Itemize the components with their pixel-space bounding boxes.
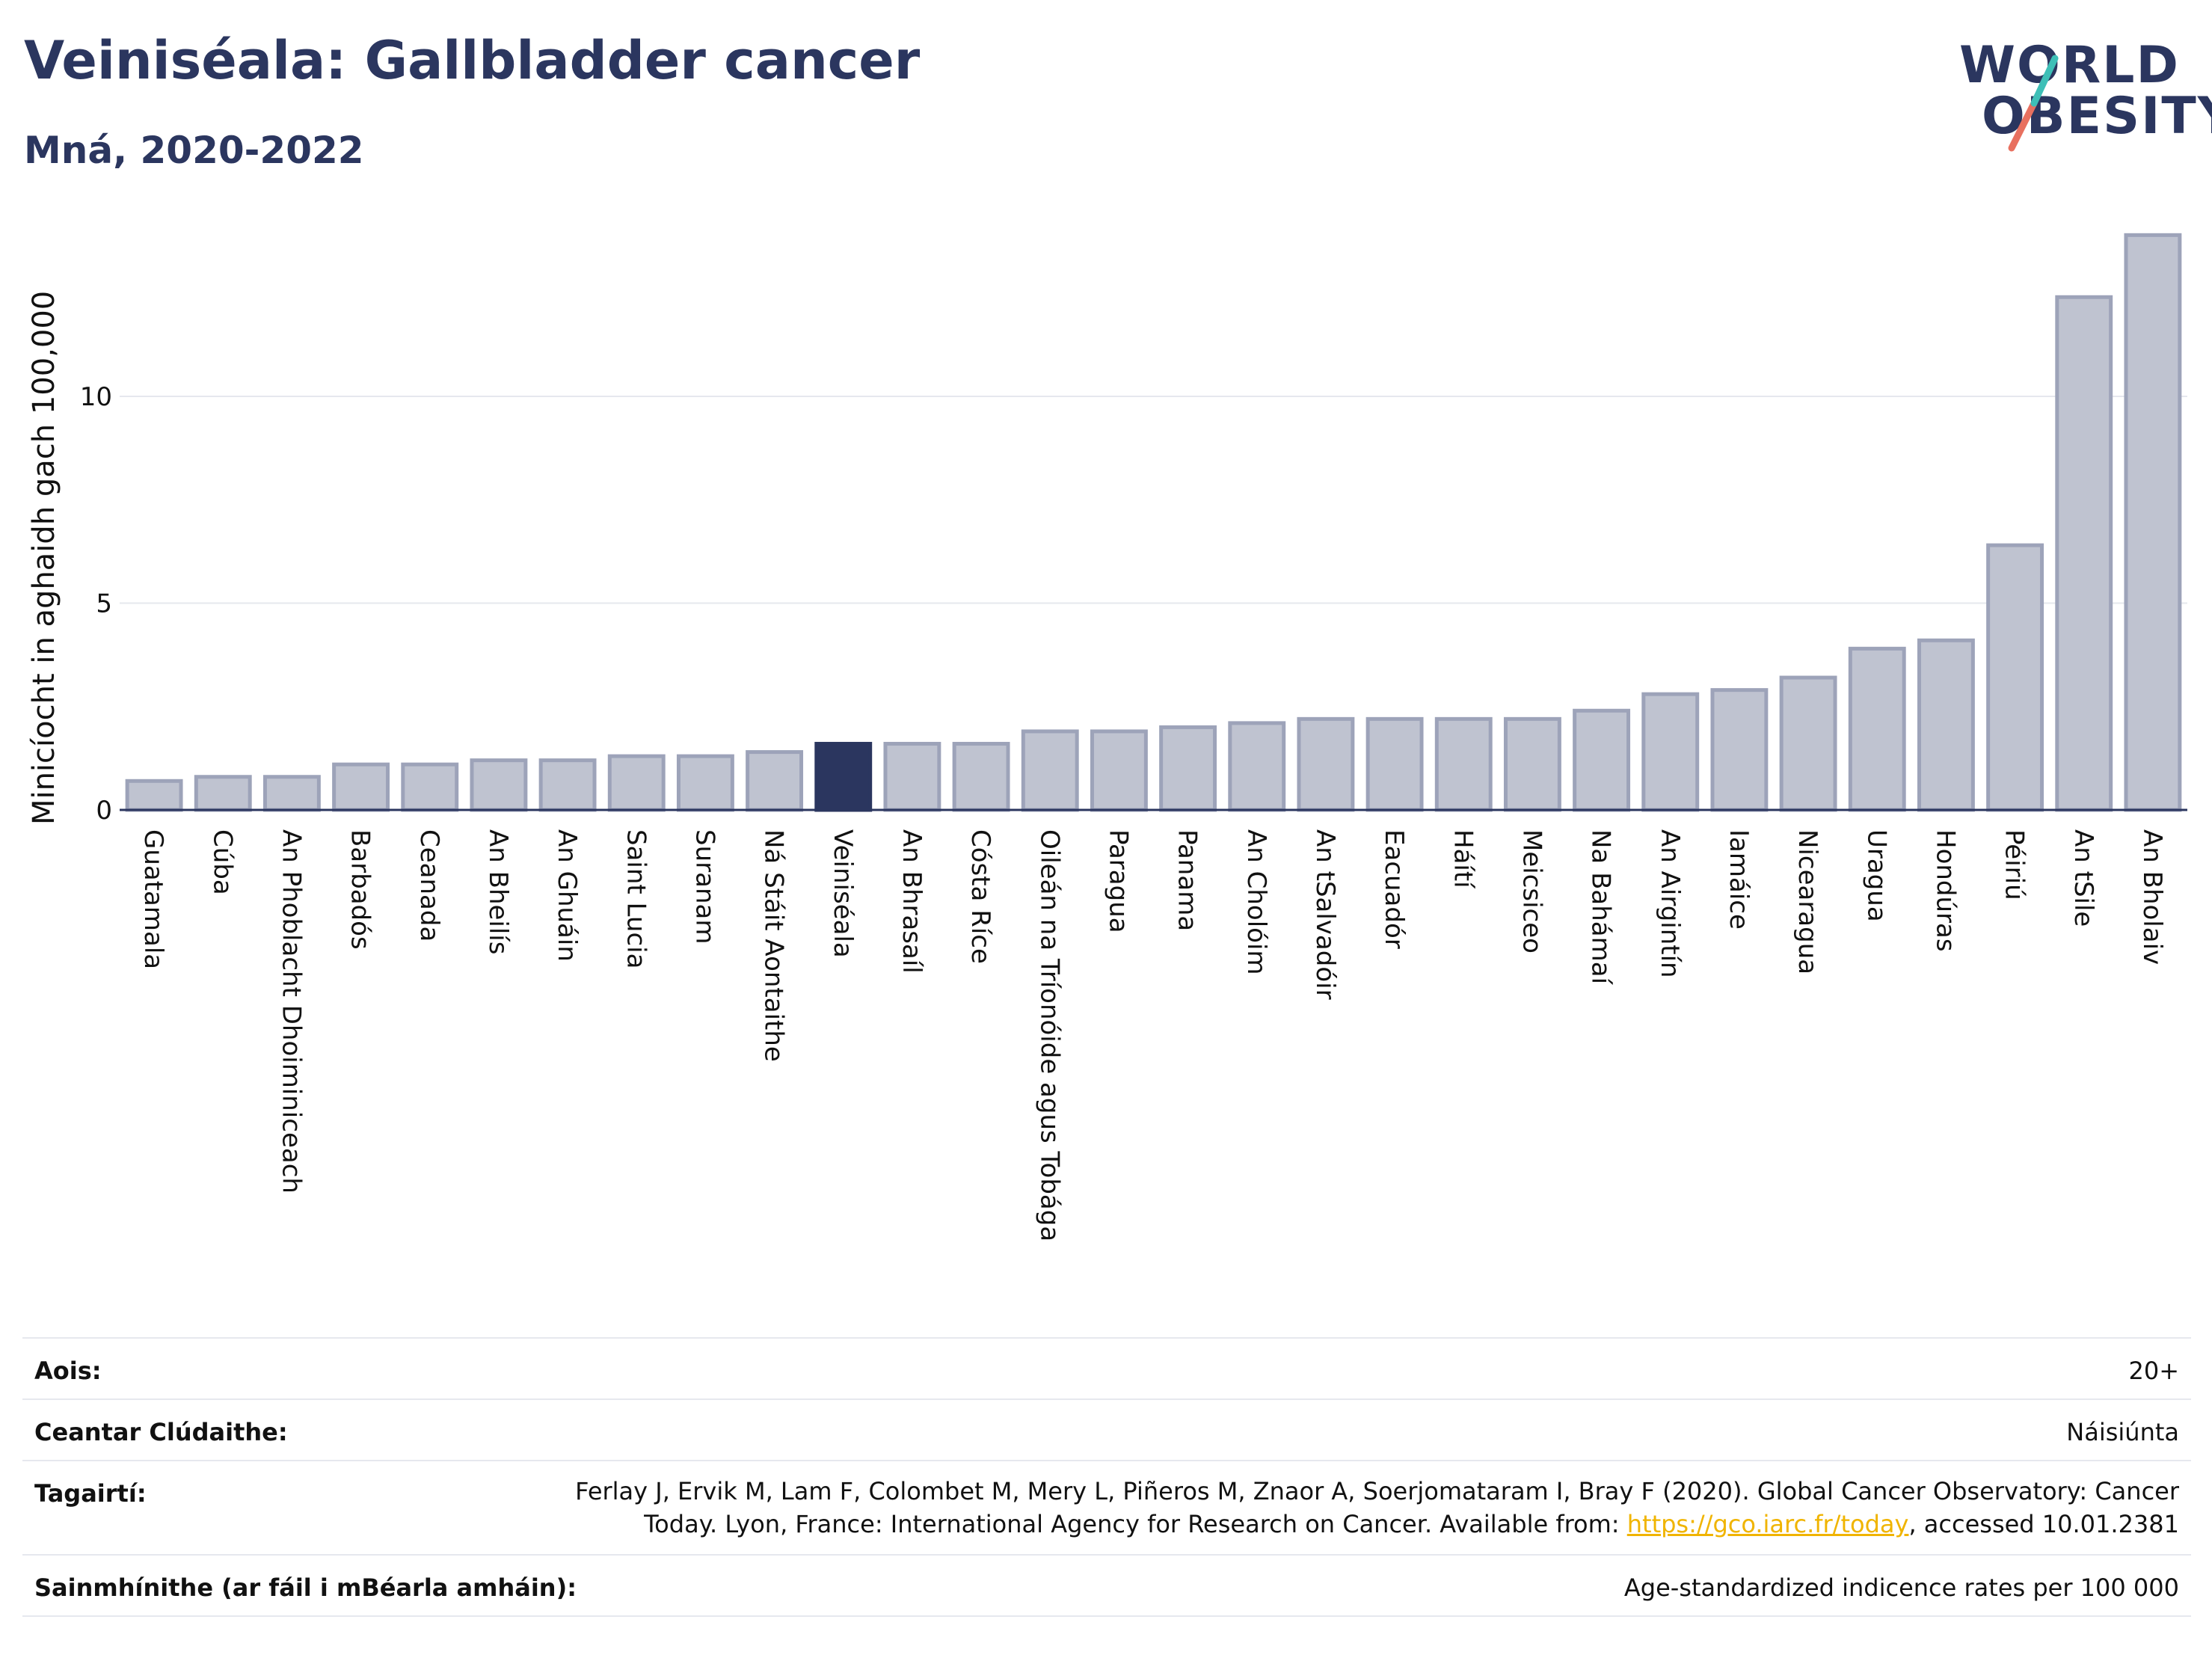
bar xyxy=(538,758,597,812)
bar xyxy=(746,750,804,812)
x-tick-label: Eacuadór xyxy=(1379,829,1409,949)
references-link[interactable]: https://gco.iarc.fr/today xyxy=(1626,1510,1909,1538)
bar xyxy=(1710,688,1769,812)
definitions-label: Sainmhínithe (ar fáil i mBéarla amháin): xyxy=(34,1573,577,1602)
x-tick-label: An Bholaiv xyxy=(2137,829,2167,965)
chart-subtitle: Mná, 2020-2022 xyxy=(24,129,364,172)
coverage-value: Náisiúnta xyxy=(2066,1418,2179,1446)
x-tick-label: An Bhrasaíl xyxy=(897,829,927,974)
logo-word-world: WORLD xyxy=(1959,36,2180,95)
definitions-value: Age-standardized indicence rates per 100… xyxy=(1623,1573,2179,1602)
x-tick-label: An Bheilís xyxy=(483,829,513,954)
x-tick-label: An Cholóim xyxy=(1241,829,1271,975)
bars xyxy=(125,233,2182,812)
x-tick-label: Na Bahámaí xyxy=(1586,829,1616,986)
bar xyxy=(607,754,666,812)
references-accessed: , accessed 10.01.2381 xyxy=(1908,1510,2179,1538)
y-tick-label: 5 xyxy=(96,589,112,619)
bar xyxy=(1297,716,1355,812)
coverage-label: Ceantar Clúdaithe: xyxy=(34,1418,288,1446)
bar xyxy=(1503,716,1561,812)
bar xyxy=(1228,721,1286,812)
bar xyxy=(1021,729,1079,812)
x-tick-label: Péiriú xyxy=(2000,829,2030,900)
x-tick-label: Iamáice xyxy=(1724,829,1754,930)
world-obesity-logo: WORLD OBESITY xyxy=(1959,36,2212,159)
x-tick-label: Suranam xyxy=(689,829,719,944)
age-label: Aois: xyxy=(34,1357,102,1385)
x-tick-label: Veiniséala xyxy=(828,829,858,958)
references-text: Ferlay J, Ervik M, Lam F, Colombet M, Me… xyxy=(575,1477,2179,1538)
bar xyxy=(2055,295,2113,812)
grid-lines xyxy=(120,396,2187,604)
x-tick-label: Hondúras xyxy=(1930,829,1960,952)
x-tick-label: Ná Stáit Aontaithe xyxy=(759,829,789,1062)
info-row-references: Tagairtí: Ferlay J, Ervik M, Lam F, Colo… xyxy=(22,1460,2191,1554)
bottom-divider xyxy=(22,1615,2191,1617)
y-axis-label: Minicíocht in aghaidh gach 100,000 xyxy=(27,291,61,825)
x-tick-label: Panama xyxy=(1173,829,1202,931)
x-tick-label: Barbadós xyxy=(345,829,375,950)
x-tick-label: Ceanada xyxy=(414,829,444,942)
references-value: Ferlay J, Ervik M, Lam F, Colombet M, Me… xyxy=(571,1475,2179,1541)
info-row-definitions: Sainmhínithe (ar fáil i mBéarla amháin):… xyxy=(22,1554,2191,1615)
bar xyxy=(332,762,390,812)
bar xyxy=(2124,233,2182,812)
y-tick-label: 10 xyxy=(80,382,112,412)
x-tick-label: An Ghuáin xyxy=(552,829,582,962)
bar xyxy=(1779,675,1837,812)
x-tick-label: Háítí xyxy=(1448,829,1478,889)
bar-highlighted xyxy=(814,742,873,812)
x-tick-label: Oileán na Tríonóide agus Tobága xyxy=(1034,829,1064,1241)
bar xyxy=(676,754,734,812)
bar xyxy=(1917,638,1975,812)
x-tick-label: An Phoblacht Dhoiminiceach xyxy=(276,829,306,1194)
x-tick-label: Guatamala xyxy=(138,829,168,969)
bar xyxy=(1434,716,1493,812)
y-tick-label: 0 xyxy=(96,796,112,826)
x-tick-label: An tSalvadóir xyxy=(1310,829,1340,1000)
x-tick-label: Cósta Ríce xyxy=(965,829,995,964)
logo-slash-icon xyxy=(2008,55,2059,152)
references-label: Tagairtí: xyxy=(34,1479,147,1508)
bar xyxy=(1090,729,1148,812)
x-tick-label: Meicsiceo xyxy=(1517,829,1546,954)
info-row-age: Aois: 20+ xyxy=(22,1337,2191,1398)
bar xyxy=(1365,716,1424,812)
x-axis-labels: Guatamala Cúba An Phoblacht Dhoiminiceach B… xyxy=(138,829,2167,1241)
bar xyxy=(1848,646,1906,812)
bar xyxy=(1986,543,2044,812)
x-tick-label: Uragua xyxy=(1861,829,1891,922)
bar xyxy=(1573,708,1631,812)
x-tick-label: Paragua xyxy=(1103,829,1133,933)
x-tick-label: An tSile xyxy=(2068,829,2098,927)
x-tick-label: Nicearagua xyxy=(1792,829,1822,974)
x-tick-label: Saint Lucia xyxy=(621,829,651,968)
y-axis-ticks: 0 5 10 xyxy=(80,382,112,826)
bar-chart: 0 5 10 Guatamala Cúba An Phoblacht Dhoiminic… xyxy=(27,233,2187,1241)
bar xyxy=(952,742,1010,812)
bar xyxy=(262,775,321,812)
chart-title: Veiniséala: Gallbladder cancer xyxy=(24,30,921,91)
info-row-coverage: Ceantar Clúdaithe: Náisiúnta xyxy=(22,1398,2191,1460)
x-tick-label: Cúba xyxy=(207,829,237,895)
bar xyxy=(194,775,252,812)
x-tick-label: An Airgintín xyxy=(1655,829,1685,978)
bar xyxy=(1159,725,1217,812)
bar xyxy=(883,742,941,812)
bar xyxy=(401,762,459,812)
bar xyxy=(1641,692,1700,812)
age-value: 20+ xyxy=(2128,1357,2179,1385)
bar xyxy=(125,779,183,812)
bar xyxy=(470,758,528,812)
